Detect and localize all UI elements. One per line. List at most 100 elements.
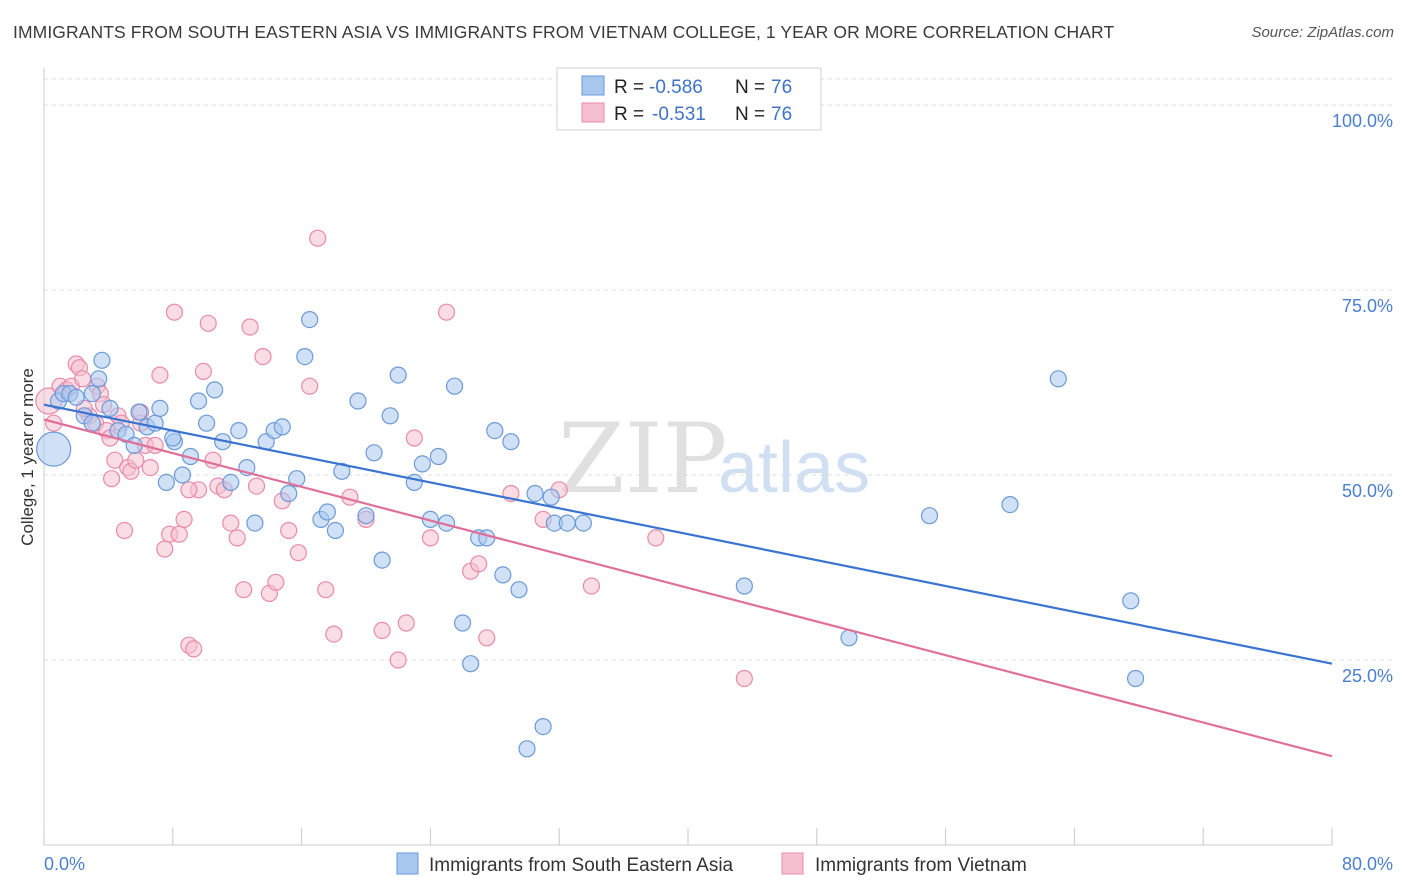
sea-point (381, 407, 399, 425)
vietnam-point (582, 577, 601, 595)
vietnam-point (194, 362, 212, 380)
vietnam-point (156, 540, 174, 558)
vietnam-point (373, 621, 391, 640)
grid-lines (44, 78, 1393, 661)
vietnam-point (437, 303, 456, 321)
sea-point (318, 503, 336, 521)
sea-point (301, 311, 319, 329)
y-tick-label: 100.0% (1332, 111, 1393, 131)
y-axis-label: College, 1 year or more (18, 368, 37, 546)
stats-legend-swatch-sea (581, 75, 605, 96)
vietnam-point (74, 370, 92, 388)
sea-point (296, 348, 314, 366)
watermark-atlas: atlas (718, 428, 870, 508)
vietnam-point (267, 573, 285, 591)
sea-point (1122, 592, 1140, 610)
sea-point (413, 455, 431, 473)
vietnam-point (309, 229, 327, 247)
vietnam-point (115, 521, 134, 540)
sea-point (735, 577, 753, 595)
vietnam-point (301, 377, 319, 395)
sea-point (246, 514, 264, 532)
sea-point (67, 388, 85, 406)
sea-point (462, 655, 480, 673)
vietnam-point (165, 303, 184, 321)
sea-point (510, 581, 528, 599)
stats-legend-n-label-vietnam: N = (735, 104, 765, 125)
vietnam-point (235, 581, 253, 599)
watermark-zip: ZIP (558, 403, 727, 515)
sea-point (90, 370, 108, 388)
x-tick-label-max: 80.0% (1342, 854, 1393, 874)
sea-point (389, 366, 407, 384)
sea-point (920, 507, 939, 525)
sea-point (83, 414, 101, 432)
stats-legend-swatch-vietnam (581, 102, 605, 123)
sea-point (130, 403, 148, 421)
sea-point (357, 507, 375, 525)
chart-title: IMMIGRANTS FROM SOUTH EASTERN ASIA VS IM… (13, 22, 1115, 42)
sea-point (574, 514, 592, 532)
sea-point (1049, 370, 1067, 388)
vietnam-point (405, 429, 423, 447)
sea-point (1001, 496, 1019, 514)
x-tick-label-min: 0.0% (44, 854, 85, 874)
y-tick-label: 50.0% (1342, 481, 1393, 501)
sea-point (502, 433, 520, 451)
trend-line-vietnam (43, 418, 1333, 758)
y-tick-label: 25.0% (1342, 666, 1393, 686)
sea-point (558, 514, 576, 532)
stats-legend: R = -0.586 N = 76 R = -0.531 N = 76 (556, 67, 822, 131)
y-tick-label: 75.0% (1342, 296, 1393, 316)
vietnam-point (199, 314, 217, 332)
sea-point (365, 444, 383, 462)
sea-point (157, 473, 175, 491)
stats-legend-n-value-vietnam: 76 (771, 104, 792, 125)
legend-label-vietnam: Immigrants from Vietnam (815, 855, 1027, 876)
vietnam-point (478, 629, 496, 647)
vietnam-point (127, 451, 145, 469)
sea-point (478, 529, 496, 547)
trend-line-sea (43, 403, 1333, 665)
stats-legend-n-label-sea: N = (735, 77, 765, 98)
vietnam-point (241, 318, 259, 336)
vietnam-point (103, 470, 121, 488)
vietnam-point (397, 614, 415, 632)
sea-point (349, 392, 367, 410)
sea-point (534, 717, 552, 736)
vietnam-point (647, 529, 665, 547)
legend-label-sea: Immigrants from South Eastern Asia (429, 855, 734, 876)
vietnam-point (280, 521, 298, 540)
vietnam-point (470, 555, 488, 573)
sea-point (101, 399, 119, 417)
stats-legend-r-value-vietnam: -0.531 (652, 104, 706, 125)
sea-point (280, 484, 298, 503)
vietnam-point (421, 529, 439, 547)
sea-point (273, 418, 291, 436)
sea-point (36, 431, 72, 467)
sea-point (526, 484, 544, 503)
series-vietnam-points (35, 229, 753, 688)
vietnam-point (180, 481, 198, 499)
sea-point (445, 377, 464, 395)
sea-point (230, 422, 248, 440)
vietnam-point (170, 525, 188, 543)
sea-point (93, 351, 111, 369)
sea-point (333, 462, 351, 480)
vietnam-point (151, 366, 169, 384)
sea-point (198, 414, 216, 432)
legend-swatch-vietnam (781, 852, 804, 875)
sea-point (429, 447, 448, 466)
sea-point (542, 488, 560, 506)
sea-point (189, 392, 208, 410)
sea-point (373, 551, 391, 569)
sea-point (222, 473, 240, 491)
legend-swatch-sea (396, 852, 419, 875)
bottom-legend: Immigrants from South Eastern Asia Immig… (396, 852, 1027, 876)
sea-point (486, 422, 504, 440)
vietnam-point (185, 640, 203, 658)
vietnam-point (247, 477, 266, 495)
sea-point (454, 614, 472, 632)
sea-point (1126, 669, 1145, 688)
